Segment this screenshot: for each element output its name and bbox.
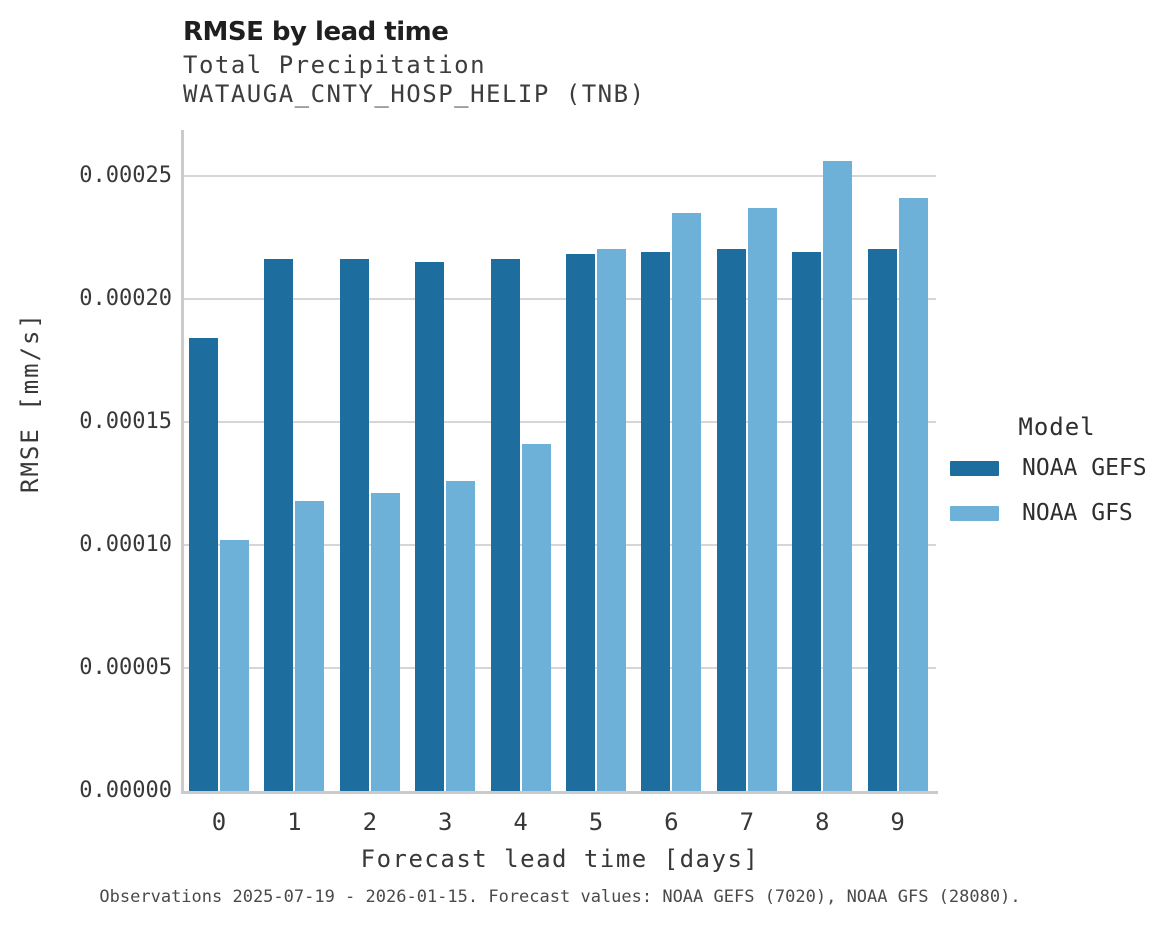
bar-group-day-8 (792, 160, 853, 791)
bar-noaa-gefs-day-0 (189, 338, 218, 791)
legend: Model NOAA GEFS NOAA GFS (950, 413, 1164, 545)
bar-group-day-4 (490, 259, 551, 791)
x-axis-tick-labels: 0 1 2 3 4 5 6 7 8 9 (184, 808, 936, 838)
legend-title: Model (1018, 413, 1096, 441)
y-tick-label-0.00000: 0.00000 (79, 778, 172, 803)
bar-noaa-gfs-day-4 (521, 443, 551, 791)
bar-noaa-gfs-day-2 (370, 493, 400, 791)
bar-noaa-gefs-day-3 (415, 261, 445, 791)
gridline-0.00025 (181, 174, 936, 177)
bar-group-day-7 (716, 207, 777, 791)
x-tick-label-2: 2 (362, 808, 378, 836)
chart-title: RMSE by lead time (183, 17, 449, 47)
gridline-0.00005 (181, 666, 936, 669)
x-tick-label-5: 5 (588, 808, 604, 836)
bar-noaa-gefs-day-4 (490, 259, 520, 791)
x-tick-label-9: 9 (890, 808, 905, 836)
x-axis-spine (181, 791, 938, 794)
y-tick-label-0.00010: 0.00010 (79, 531, 172, 557)
bar-group-day-2 (339, 259, 400, 791)
x-tick-label-6: 6 (664, 808, 679, 836)
legend-swatch-noaa-gefs (950, 460, 999, 476)
bar-noaa-gfs-day-6 (672, 212, 702, 791)
legend-label-noaa-gefs: NOAA GEFS (1022, 455, 1147, 481)
bar-noaa-gfs-day-1 (295, 500, 325, 791)
x-axis-title: Forecast lead time [days] (360, 845, 760, 873)
x-tick-label-8: 8 (814, 808, 830, 836)
bar-noaa-gfs-day-8 (823, 160, 853, 791)
x-tick-label-0: 0 (211, 808, 227, 836)
bar-group-day-9 (867, 197, 928, 791)
legend-swatch-noaa-gfs (950, 505, 999, 521)
bar-noaa-gfs-day-0 (220, 539, 249, 791)
bar-group-day-5 (566, 249, 626, 791)
bar-noaa-gfs-day-9 (898, 197, 928, 791)
y-tick-label-0.00005: 0.00005 (79, 654, 172, 680)
y-axis-tick-labels: 0.00000 0.00005 0.00010 0.00015 0.00020 0.000… (30, 0, 172, 928)
bar-noaa-gefs-day-5 (566, 254, 595, 791)
bar-noaa-gefs-day-2 (339, 259, 369, 791)
bar-noaa-gfs-day-3 (446, 480, 476, 791)
x-tick-label-7: 7 (739, 808, 755, 836)
bar-noaa-gefs-day-7 (716, 249, 746, 791)
x-tick-label-4: 4 (513, 808, 528, 836)
y-tick-label-0.00015: 0.00015 (79, 408, 172, 434)
chart-subtitle-variable: Total Precipitation (183, 51, 487, 79)
bar-noaa-gefs-day-8 (792, 251, 822, 791)
bar-group-day-0 (189, 338, 249, 791)
bar-noaa-gfs-day-7 (747, 207, 777, 791)
figure-caption: Observations 2025-07-19 - 2026-01-15. Fo… (99, 887, 1021, 907)
legend-entry-noaa-gefs: NOAA GEFS (950, 455, 1164, 481)
bar-noaa-gfs-day-5 (597, 249, 626, 791)
legend-entry-noaa-gfs: NOAA GFS (950, 500, 1164, 526)
bar-group-day-6 (641, 212, 702, 791)
x-tick-label-3: 3 (437, 808, 453, 836)
chart-subtitle-station: WATAUGA_CNTY_HOSP_HELIP (TNB) (183, 80, 646, 108)
bar-noaa-gefs-day-6 (641, 251, 671, 791)
bar-group-day-1 (264, 259, 325, 791)
plot-area (181, 130, 936, 791)
gridline-0.00015 (181, 420, 936, 423)
bar-noaa-gefs-day-1 (264, 259, 294, 791)
x-tick-label-1: 1 (287, 808, 302, 836)
y-axis-spine (181, 130, 184, 794)
gridline-0.00010 (181, 543, 936, 546)
y-tick-label-0.00020: 0.00020 (79, 285, 172, 311)
bar-noaa-gefs-day-9 (867, 249, 897, 791)
bar-group-day-3 (415, 261, 476, 791)
gridline-0.00020 (181, 297, 936, 300)
y-tick-label-0.00025: 0.00025 (79, 162, 172, 188)
legend-label-noaa-gfs: NOAA GFS (1022, 500, 1133, 526)
